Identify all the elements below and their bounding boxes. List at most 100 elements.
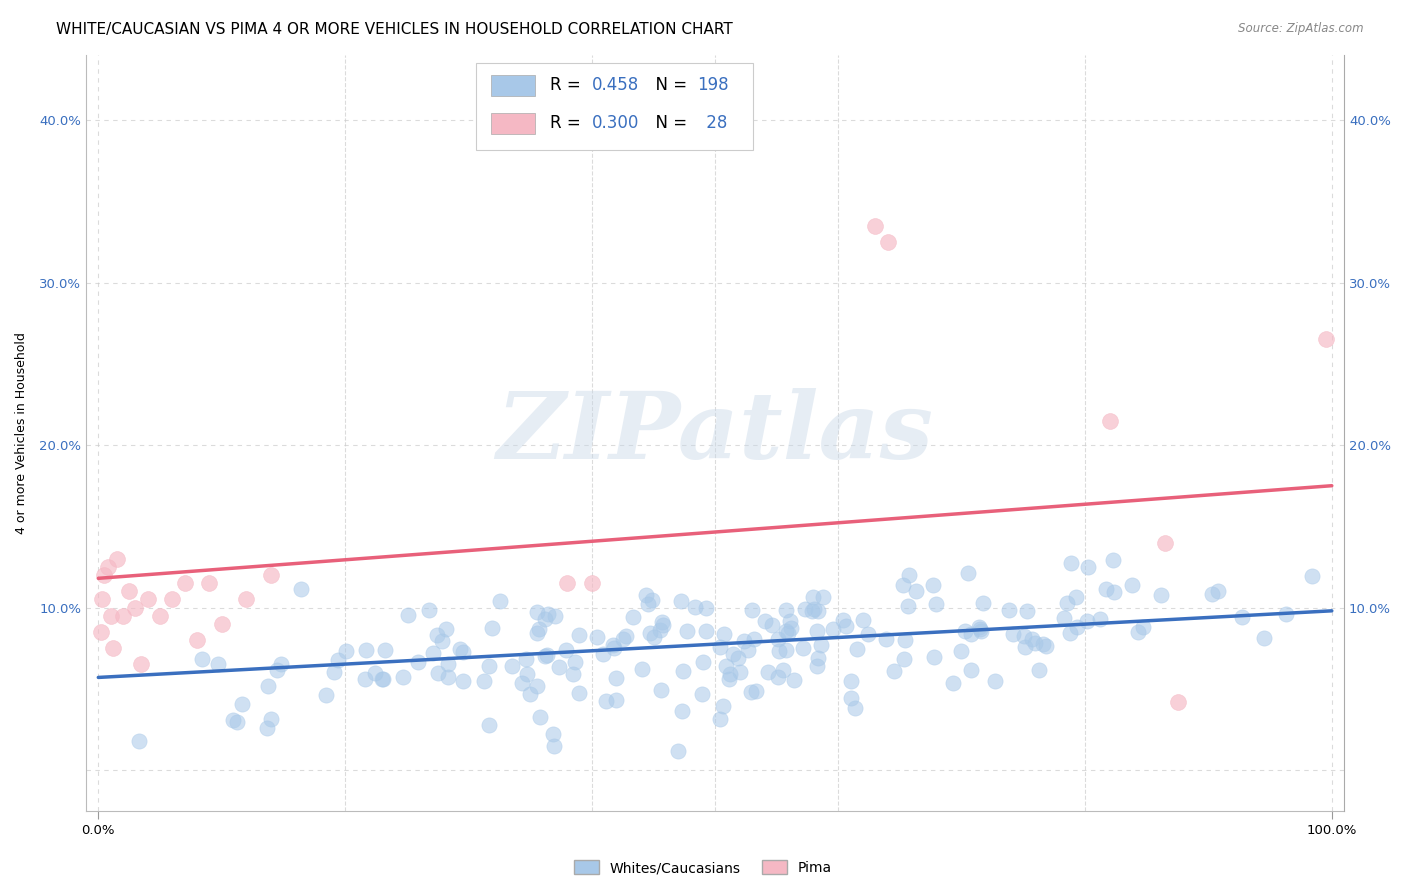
Point bbox=[652, 618, 675, 632]
Point bbox=[451, 673, 474, 688]
Point bbox=[374, 643, 396, 657]
Text: R =: R = bbox=[550, 114, 586, 132]
Point bbox=[695, 624, 717, 639]
Point bbox=[602, 638, 624, 652]
Point bbox=[1088, 612, 1111, 626]
Point bbox=[957, 566, 980, 581]
Point bbox=[128, 734, 150, 748]
Point bbox=[768, 644, 790, 658]
Point bbox=[717, 672, 740, 686]
Point bbox=[852, 614, 875, 628]
Point bbox=[897, 599, 920, 613]
Point bbox=[603, 641, 626, 656]
Point bbox=[856, 627, 879, 641]
Point bbox=[90, 624, 112, 639]
Point bbox=[100, 608, 122, 623]
Point bbox=[364, 666, 387, 681]
Point bbox=[711, 698, 734, 713]
Point bbox=[451, 645, 474, 659]
Point bbox=[173, 576, 195, 591]
Point bbox=[430, 633, 453, 648]
Point bbox=[225, 715, 247, 730]
Point bbox=[472, 674, 495, 689]
Point bbox=[564, 655, 586, 669]
Point bbox=[671, 704, 693, 718]
Point bbox=[807, 651, 830, 665]
Point bbox=[823, 622, 845, 636]
FancyBboxPatch shape bbox=[491, 75, 536, 96]
Point bbox=[998, 603, 1021, 617]
Point bbox=[695, 600, 717, 615]
Point bbox=[641, 593, 664, 607]
Point bbox=[1021, 632, 1043, 647]
Point bbox=[894, 633, 917, 648]
Point bbox=[745, 684, 768, 698]
Point bbox=[690, 688, 713, 702]
Point bbox=[555, 576, 578, 591]
Point bbox=[543, 739, 565, 753]
Point bbox=[581, 576, 603, 591]
Point bbox=[772, 663, 794, 677]
Point bbox=[586, 630, 609, 644]
Point bbox=[1121, 578, 1143, 592]
Point bbox=[529, 623, 551, 637]
Point bbox=[516, 666, 538, 681]
Point bbox=[323, 665, 346, 680]
Point bbox=[1014, 640, 1036, 655]
Point bbox=[568, 686, 591, 700]
Text: ZIPatlas: ZIPatlas bbox=[496, 388, 934, 478]
Point bbox=[1206, 583, 1229, 598]
Point bbox=[222, 713, 245, 727]
Point bbox=[257, 679, 280, 693]
Y-axis label: 4 or more Vehicles in Household: 4 or more Vehicles in Household bbox=[15, 332, 28, 533]
Point bbox=[1032, 637, 1054, 651]
Point bbox=[1028, 663, 1050, 677]
Point bbox=[810, 638, 832, 652]
Point bbox=[876, 235, 898, 249]
Point bbox=[922, 650, 945, 665]
Point bbox=[835, 619, 858, 633]
Point bbox=[97, 560, 120, 574]
Point bbox=[519, 687, 541, 701]
Point bbox=[605, 671, 627, 685]
Point bbox=[131, 657, 153, 672]
Point bbox=[1167, 695, 1189, 709]
Point bbox=[779, 614, 801, 628]
Point bbox=[207, 657, 229, 671]
Point bbox=[526, 605, 548, 619]
Point bbox=[1012, 629, 1035, 643]
Point bbox=[742, 632, 765, 646]
Point bbox=[683, 599, 706, 614]
Point bbox=[354, 642, 377, 657]
Point bbox=[721, 647, 744, 661]
Point bbox=[91, 592, 114, 607]
Point bbox=[766, 632, 789, 647]
Point bbox=[605, 693, 627, 707]
Point bbox=[290, 582, 312, 596]
Point bbox=[211, 616, 233, 631]
Point bbox=[761, 617, 783, 632]
Point bbox=[775, 624, 797, 638]
Point bbox=[481, 621, 503, 635]
Point bbox=[592, 648, 614, 662]
Point bbox=[426, 627, 449, 641]
Point bbox=[775, 603, 797, 617]
Point bbox=[544, 608, 567, 623]
Point bbox=[111, 608, 134, 623]
Point bbox=[136, 592, 159, 607]
Point bbox=[1232, 610, 1254, 624]
Point bbox=[1275, 607, 1298, 621]
Point bbox=[315, 688, 337, 702]
Point bbox=[231, 698, 253, 712]
Point bbox=[437, 670, 460, 684]
Point bbox=[478, 658, 501, 673]
Point bbox=[727, 650, 749, 665]
Point bbox=[728, 665, 751, 679]
Point bbox=[666, 743, 689, 757]
Point bbox=[718, 667, 741, 681]
Point bbox=[260, 712, 283, 726]
Point bbox=[972, 596, 994, 610]
Point bbox=[105, 551, 128, 566]
Point bbox=[149, 608, 172, 623]
Point bbox=[780, 621, 803, 635]
